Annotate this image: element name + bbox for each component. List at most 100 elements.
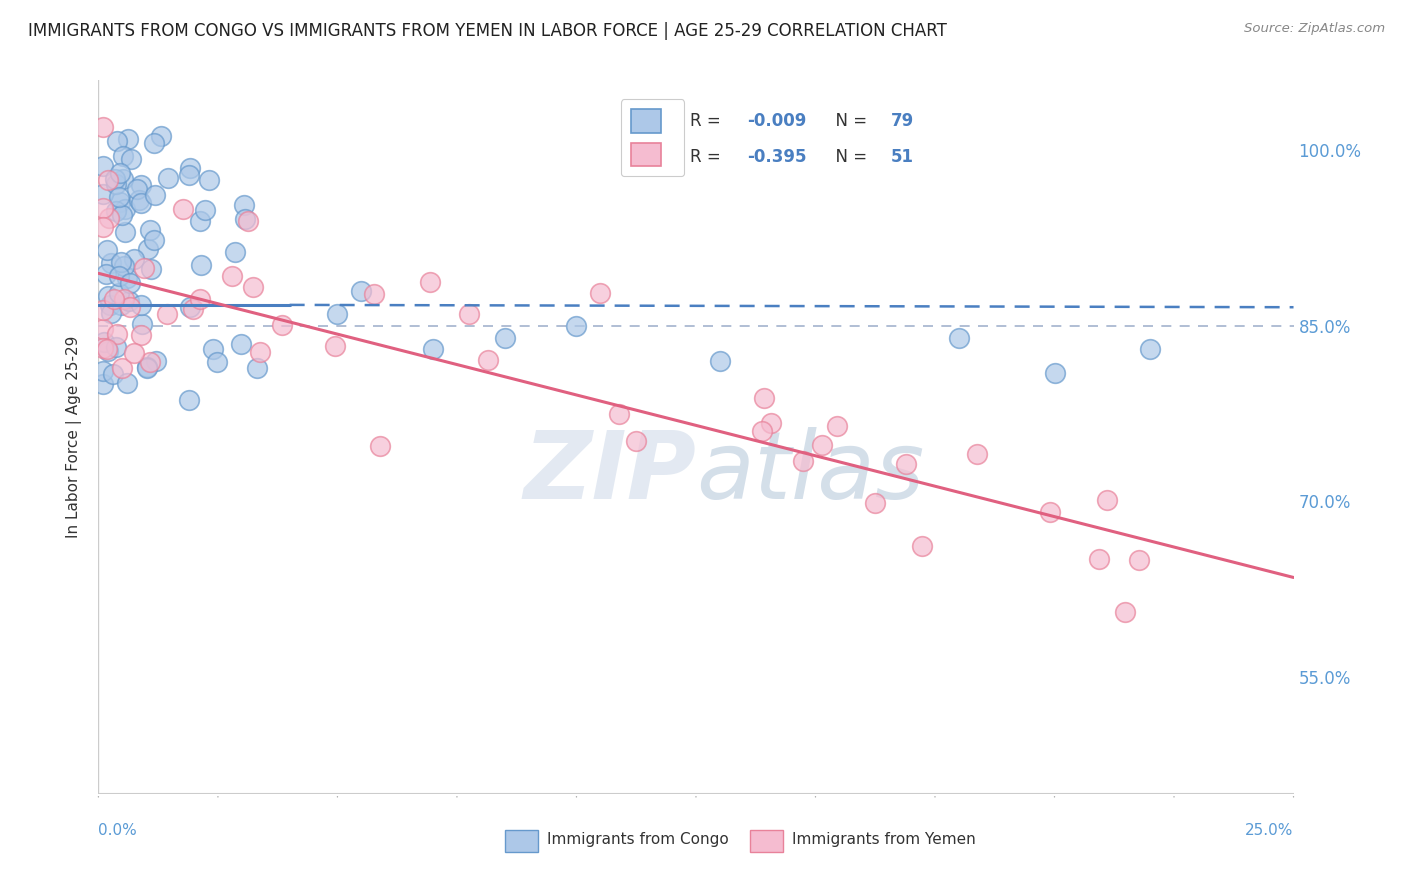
Point <box>97 211 120 225</box>
Text: ZIP: ZIP <box>523 426 696 519</box>
Point <box>190 258 212 272</box>
Point <box>96 343 118 357</box>
FancyBboxPatch shape <box>505 830 538 853</box>
Point <box>1128 553 1150 567</box>
Point <box>100 256 122 270</box>
Point <box>1087 552 1109 566</box>
Point <box>810 438 832 452</box>
Text: Immigrants from Congo: Immigrants from Congo <box>547 832 728 847</box>
Point <box>94 268 117 282</box>
Point <box>111 208 134 222</box>
Point <box>120 300 142 314</box>
Point <box>91 377 114 392</box>
Point <box>198 172 221 186</box>
Point <box>477 352 499 367</box>
Point <box>131 317 153 331</box>
Point <box>105 134 128 148</box>
Point <box>194 202 217 217</box>
Text: R =: R = <box>690 112 725 130</box>
Y-axis label: In Labor Force | Age 25-29: In Labor Force | Age 25-29 <box>66 336 83 538</box>
Point <box>172 202 194 216</box>
Point <box>97 289 120 303</box>
Point <box>122 346 145 360</box>
Point <box>120 152 142 166</box>
Text: N =: N = <box>825 112 872 130</box>
Point <box>91 120 114 134</box>
Point <box>792 454 814 468</box>
Point <box>91 201 114 215</box>
Point <box>105 327 128 342</box>
Point <box>1139 343 1161 357</box>
Point <box>115 270 138 285</box>
Point <box>1043 366 1066 380</box>
Point <box>129 328 152 343</box>
Point <box>249 344 271 359</box>
Point <box>709 354 731 368</box>
Point <box>117 131 139 145</box>
Point <box>110 255 132 269</box>
Point <box>108 269 131 284</box>
Point <box>91 303 114 318</box>
Text: 25.0%: 25.0% <box>1246 823 1294 838</box>
Point <box>1114 606 1136 620</box>
Point <box>136 243 159 257</box>
Point <box>91 186 114 201</box>
Point <box>494 331 516 345</box>
Point <box>114 202 136 216</box>
Point <box>91 159 114 173</box>
Point <box>752 391 775 405</box>
Text: IMMIGRANTS FROM CONGO VS IMMIGRANTS FROM YEMEN IN LABOR FORCE | AGE 25-29 CORREL: IMMIGRANTS FROM CONGO VS IMMIGRANTS FROM… <box>28 22 948 40</box>
Point <box>565 318 588 333</box>
Point <box>112 259 135 273</box>
Point <box>624 434 647 449</box>
Point <box>138 355 160 369</box>
Point <box>136 359 159 374</box>
Point <box>145 188 167 202</box>
Point <box>122 252 145 267</box>
Point <box>181 301 204 316</box>
Point <box>894 457 917 471</box>
Text: R =: R = <box>690 148 725 166</box>
Point <box>105 177 128 191</box>
Point <box>759 416 782 430</box>
Point <box>104 203 127 218</box>
Point <box>188 214 211 228</box>
Point <box>139 223 162 237</box>
Point <box>91 219 114 234</box>
Point <box>202 342 225 356</box>
Point <box>104 172 127 186</box>
Text: 51: 51 <box>891 148 914 166</box>
Point <box>179 300 201 314</box>
Point <box>179 161 201 175</box>
Point <box>419 276 441 290</box>
Point <box>112 149 135 163</box>
Point <box>863 496 886 510</box>
Text: -0.009: -0.009 <box>748 112 807 130</box>
Point <box>115 376 138 390</box>
Point <box>101 367 124 381</box>
Point <box>911 540 934 554</box>
Point <box>120 277 142 291</box>
Point <box>948 331 970 345</box>
Point <box>368 439 391 453</box>
Point <box>607 407 630 421</box>
Point <box>751 424 773 438</box>
Point <box>323 339 346 353</box>
Point <box>134 260 156 275</box>
Point <box>129 178 152 192</box>
Point <box>110 360 132 375</box>
Point <box>156 171 179 186</box>
Point <box>422 343 444 357</box>
Point <box>93 334 115 349</box>
Point <box>131 297 153 311</box>
Point <box>242 279 264 293</box>
Point <box>231 336 253 351</box>
Legend: , : , <box>620 99 683 177</box>
Text: -0.395: -0.395 <box>748 148 807 166</box>
Point <box>97 173 120 187</box>
Point <box>363 287 385 301</box>
Point <box>114 225 136 239</box>
Point <box>96 243 118 257</box>
Point <box>108 190 131 204</box>
Point <box>458 307 481 321</box>
